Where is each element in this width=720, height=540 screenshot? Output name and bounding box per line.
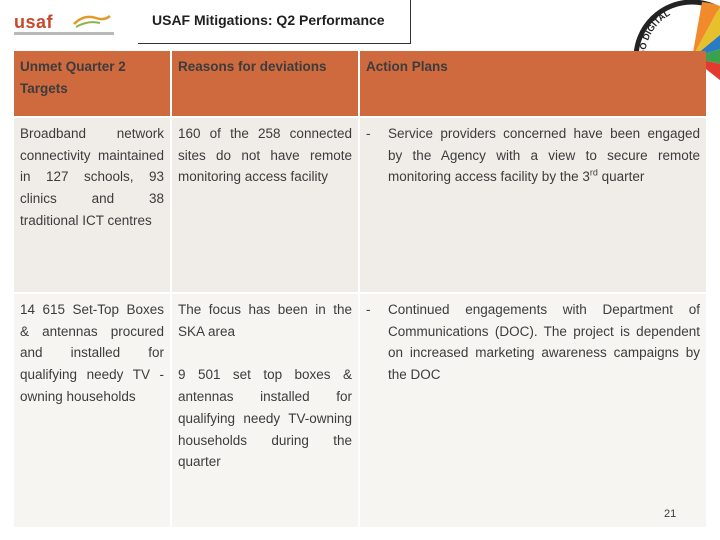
header-cell-targets: Unmet Quarter 2 Targets	[14, 51, 172, 117]
target-cell: Broadband network connectivity maintaine…	[14, 116, 172, 293]
table-header-row: Unmet Quarter 2 Targets Reasons for devi…	[14, 51, 706, 117]
action-item: - Continued engagements with Department …	[366, 299, 700, 386]
header-cell-reasons: Reasons for deviations	[171, 51, 360, 117]
table-row: 14 615 Set-Top Boxes & antennas procured…	[14, 292, 706, 527]
usaf-logo: usaf	[12, 8, 122, 38]
action-text-wrap: Service providers concerned have been en…	[388, 123, 700, 188]
action-cell: - Continued engagements with Department …	[359, 292, 706, 527]
reason-cell: 160 of the 258 connected sites do not ha…	[171, 116, 360, 293]
action-dash: -	[366, 302, 371, 317]
logo-swoosh-icon	[73, 15, 111, 28]
reason-cell: The focus has been in the SKA area 9 501…	[171, 292, 360, 527]
reason-text: 160 of the 258 connected sites do not ha…	[178, 126, 352, 185]
action-cell: - Service providers concerned have been …	[359, 116, 706, 293]
table-row: Broadband network connectivity maintaine…	[14, 116, 706, 293]
logo-tagline-bar	[14, 32, 114, 35]
header-cell-action-plans: Action Plans	[359, 51, 706, 117]
action-item: - Service providers concerned have been …	[366, 123, 700, 188]
ordinal-suffix: rd	[589, 167, 598, 178]
action-text: Continued engagements with Department of…	[388, 302, 700, 383]
title-box: USAF Mitigations: Q2 Performance	[138, 0, 411, 44]
page-number: 21	[664, 508, 677, 520]
mitigations-table: Unmet Quarter 2 Targets Reasons for devi…	[14, 51, 706, 527]
slide-title: USAF Mitigations: Q2 Performance	[152, 12, 385, 28]
reason-text: 9 501 set top boxes & antennas installed…	[178, 367, 352, 470]
logo-text: usaf	[14, 12, 54, 32]
action-dash: -	[366, 126, 371, 141]
action-text-end: quarter	[597, 169, 645, 185]
action-text: Service providers concerned have been en…	[388, 126, 700, 185]
slide-header: usaf USAF Mitigations: Q2 Performance	[0, 0, 720, 44]
reason-text: The focus has been in the SKA area	[178, 302, 352, 339]
target-cell: 14 615 Set-Top Boxes & antennas procured…	[14, 292, 172, 527]
